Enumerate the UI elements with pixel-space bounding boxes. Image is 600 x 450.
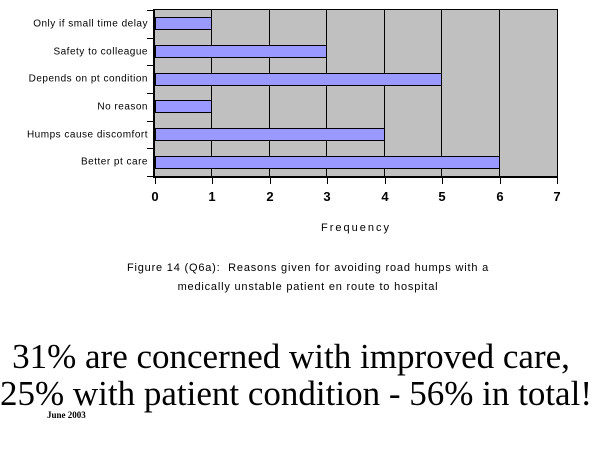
gridline-6 [499,10,500,176]
y-axis-tick-6 [147,176,153,177]
gridline-5 [441,10,442,176]
summary-text: 31% are concerned with improved care, 25… [0,337,592,413]
category-label-0: Only if small time delay [33,18,148,30]
y-axis-tick-2 [147,65,153,66]
category-label-2: Depends on pt condition [28,73,148,85]
y-axis-tick-3 [147,93,153,94]
figure-caption-line2: medically unstable patient en route to h… [177,281,439,293]
x-axis-title: Frequency [321,222,391,234]
x-axis-tick-2 [270,178,271,184]
gridline-3 [326,10,327,176]
x-axis-tick-label-5: 5 [438,189,446,204]
x-axis-tick-label-0: 0 [151,189,159,204]
bar-chart: Only if small time delay Safety to collea… [26,9,561,234]
category-label-5: Better pt care [80,156,148,168]
x-axis-tick-7 [557,178,558,184]
category-label-4: Humps cause discomfort [26,129,148,141]
x-axis-tick-3 [327,178,328,184]
y-axis-tick-0 [147,10,153,11]
chart-bar-3 [155,100,212,113]
chart-bar-2 [155,73,442,86]
summary-line1: 31% are concerned with improved care, [12,337,570,376]
x-axis-tick-0 [155,178,156,184]
figure-caption: Figure 14 (Q6a): Reasons given for avoid… [16,259,600,297]
x-axis-tick-label-6: 6 [496,189,504,204]
chart-bar-1 [155,45,327,58]
x-axis-tick-4 [385,178,386,184]
plot-area [153,9,558,178]
gridline-2 [269,10,270,176]
category-label-3: No reason [97,101,148,113]
x-axis-tick-label-1: 1 [208,189,216,204]
x-axis-tick-5 [442,178,443,184]
x-axis-tick-label-2: 2 [266,189,274,204]
chart-bar-5 [155,156,500,169]
y-axis-tick-4 [147,121,153,122]
chart-bar-0 [155,17,212,30]
x-axis-tick-label-3: 3 [323,189,331,204]
x-axis-tick-label-7: 7 [553,189,561,204]
category-label-1: Safety to colleague [53,46,148,58]
x-axis-tick-1 [212,178,213,184]
x-axis-tick-label-4: 4 [381,189,389,204]
gridline-1 [211,10,212,176]
date-note: June 2003 [47,410,86,420]
figure-caption-line1: Figure 14 (Q6a): Reasons given for avoid… [126,262,490,274]
y-axis-tick-1 [147,38,153,39]
gridline-4 [384,10,385,176]
summary-line2: 25% with patient condition - 56% in tota… [0,374,592,413]
chart-bar-4 [155,128,385,141]
x-axis-tick-6 [500,178,501,184]
y-axis-tick-5 [147,148,153,149]
